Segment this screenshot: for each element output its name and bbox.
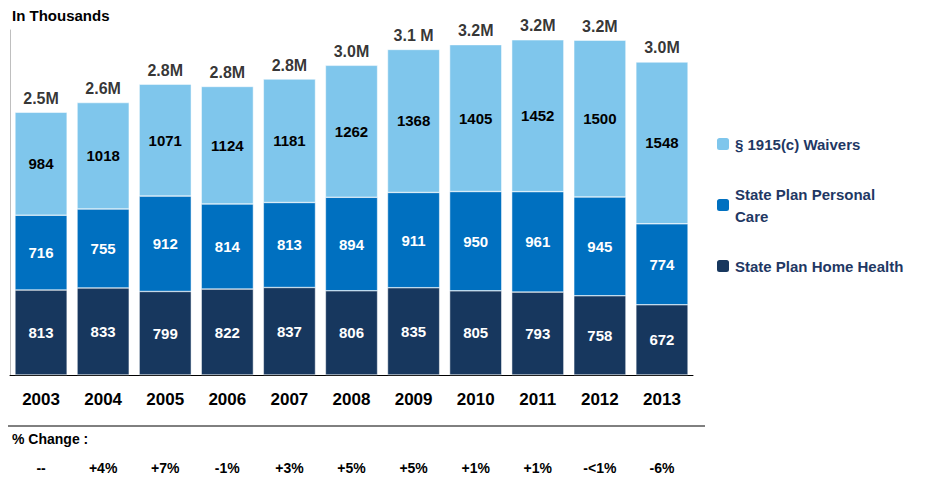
svg-text:716: 716 — [29, 244, 54, 261]
svg-text:State Plan Home Health: State Plan Home Health — [735, 258, 903, 275]
svg-text:822: 822 — [215, 324, 240, 341]
svg-text:814: 814 — [215, 238, 241, 255]
svg-text:+5%: +5% — [399, 460, 428, 476]
svg-text:2011: 2011 — [519, 390, 556, 409]
svg-text:755: 755 — [91, 240, 116, 257]
svg-text:2009: 2009 — [395, 390, 433, 409]
svg-text:2006: 2006 — [208, 390, 246, 409]
svg-text:945: 945 — [587, 238, 612, 255]
svg-text:911: 911 — [401, 232, 425, 249]
svg-text:1018: 1018 — [86, 147, 119, 164]
svg-text:835: 835 — [401, 323, 426, 340]
svg-text:3.0M: 3.0M — [644, 39, 680, 56]
svg-text:1405: 1405 — [459, 110, 492, 127]
svg-text:2004: 2004 — [84, 390, 122, 409]
svg-text:2.5M: 2.5M — [23, 90, 59, 107]
svg-text:806: 806 — [339, 324, 364, 341]
svg-text:2008: 2008 — [333, 390, 371, 409]
svg-text:2.8M: 2.8M — [272, 57, 308, 74]
svg-text:793: 793 — [525, 325, 550, 342]
svg-text:813: 813 — [29, 324, 54, 341]
svg-text:961: 961 — [525, 233, 550, 250]
svg-text:1071: 1071 — [149, 132, 182, 149]
svg-text:3.1 M: 3.1 M — [394, 27, 434, 44]
svg-text:1368: 1368 — [397, 112, 430, 129]
svg-text:1181: 1181 — [273, 132, 306, 149]
svg-text:912: 912 — [153, 235, 178, 252]
svg-text:3.0M: 3.0M — [334, 43, 370, 60]
svg-text:3.2M: 3.2M — [520, 17, 556, 34]
svg-text:-6%: -6% — [650, 460, 675, 476]
svg-text:2003: 2003 — [22, 390, 60, 409]
svg-text:2013: 2013 — [643, 390, 681, 409]
svg-text:-1%: -1% — [215, 460, 240, 476]
svg-text:799: 799 — [153, 325, 178, 342]
svg-text:Care: Care — [735, 208, 768, 225]
svg-text:2012: 2012 — [581, 390, 619, 409]
svg-text:984: 984 — [29, 155, 55, 172]
svg-text:+5%: +5% — [337, 460, 366, 476]
svg-text:2010: 2010 — [457, 390, 495, 409]
svg-text:1262: 1262 — [335, 123, 368, 140]
svg-text:805: 805 — [463, 324, 488, 341]
svg-text:758: 758 — [587, 327, 612, 344]
svg-text:2007: 2007 — [270, 390, 308, 409]
svg-text:672: 672 — [649, 331, 674, 348]
svg-text:+7%: +7% — [151, 460, 180, 476]
svg-text:In Thousands: In Thousands — [12, 7, 110, 24]
svg-text:774: 774 — [649, 256, 675, 273]
svg-text:2005: 2005 — [146, 390, 184, 409]
svg-text:+3%: +3% — [275, 460, 304, 476]
svg-text:% Change :: % Change : — [12, 431, 88, 447]
svg-text:2.8M: 2.8M — [210, 64, 246, 81]
svg-text:1124: 1124 — [211, 137, 244, 154]
svg-text:+1%: +1% — [461, 460, 490, 476]
svg-text:1548: 1548 — [645, 134, 678, 151]
svg-text:894: 894 — [339, 236, 365, 253]
svg-text:+4%: +4% — [89, 460, 118, 476]
svg-text:837: 837 — [277, 323, 302, 340]
svg-text:-<1%: -<1% — [583, 460, 617, 476]
svg-text:+1%: +1% — [524, 460, 553, 476]
svg-text:1500: 1500 — [583, 110, 616, 127]
svg-text:State Plan Personal: State Plan Personal — [735, 186, 879, 203]
svg-text:813: 813 — [277, 236, 302, 253]
svg-text:2.6M: 2.6M — [85, 80, 121, 97]
svg-text:2.8M: 2.8M — [147, 62, 183, 79]
svg-text:833: 833 — [91, 323, 116, 340]
svg-text:§ 1915(c) Waivers: § 1915(c) Waivers — [735, 136, 860, 153]
svg-text:950: 950 — [463, 233, 488, 250]
svg-text:3.2M: 3.2M — [458, 22, 494, 39]
svg-text:--: -- — [36, 460, 46, 476]
svg-text:1452: 1452 — [521, 107, 554, 124]
svg-text:3.2M: 3.2M — [582, 18, 618, 35]
